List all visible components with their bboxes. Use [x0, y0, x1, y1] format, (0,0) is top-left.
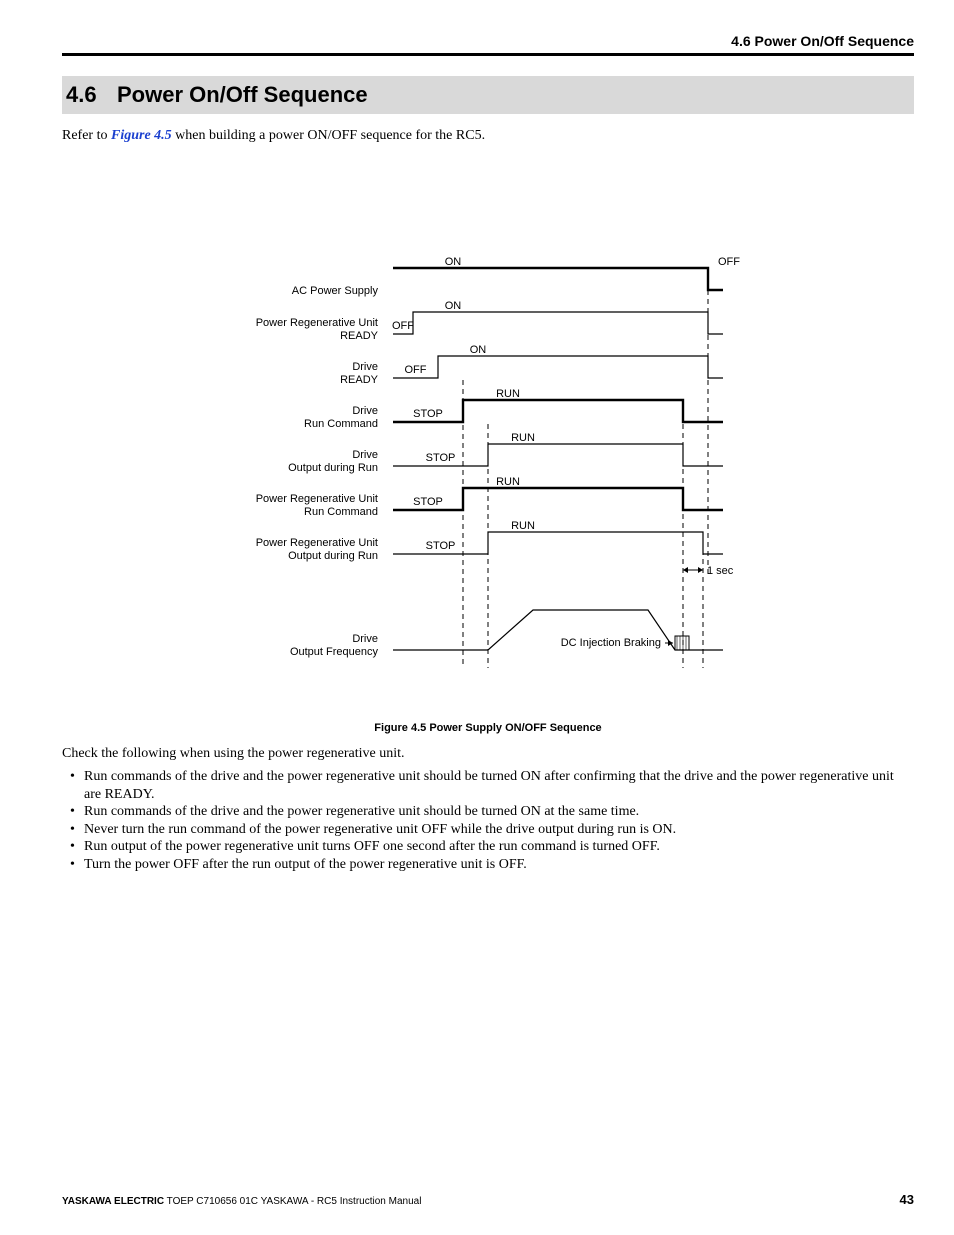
svg-text:READY: READY [340, 374, 379, 386]
svg-text:Drive: Drive [352, 361, 378, 373]
figure-caption: Figure 4.5 Power Supply ON/OFF Sequence [62, 722, 914, 734]
check-intro: Check the following when using the power… [62, 746, 914, 762]
check-list-item: Never turn the run command of the power … [74, 821, 914, 839]
svg-text:Run Command: Run Command [304, 418, 378, 430]
footer-docid: TOEP C710656 01C YASKAWA - RC5 Instructi… [164, 1196, 421, 1207]
check-list-item: Run commands of the drive and the power … [74, 803, 914, 821]
svg-text:STOP: STOP [426, 452, 456, 464]
svg-text:RUN: RUN [496, 476, 520, 488]
page-footer: YASKAWA ELECTRIC TOEP C710656 01C YASKAW… [62, 1192, 914, 1207]
svg-text:Drive: Drive [352, 405, 378, 417]
figure-reference-link[interactable]: Figure 4.5 [111, 128, 172, 143]
svg-text:Output during Run: Output during Run [288, 550, 378, 562]
svg-text:RUN: RUN [511, 520, 535, 532]
svg-text:Power Regenerative Unit: Power Regenerative Unit [256, 537, 378, 549]
check-list-item: Run commands of the drive and the power … [74, 768, 914, 803]
check-list: Run commands of the drive and the power … [62, 768, 914, 873]
svg-text:OFF: OFF [392, 320, 414, 332]
svg-text:DC Injection Braking: DC Injection Braking [561, 637, 661, 649]
svg-text:STOP: STOP [426, 540, 456, 552]
check-list-item: Run output of the power regenerative uni… [74, 838, 914, 856]
svg-text:Run Command: Run Command [304, 506, 378, 518]
svg-text:RUN: RUN [496, 388, 520, 400]
svg-text:RUN: RUN [511, 432, 535, 444]
timing-diagram: ON OFF AC Power Supply ON OFF Power Regenerat… [62, 254, 914, 704]
footer-doc: YASKAWA ELECTRIC TOEP C710656 01C YASKAW… [62, 1196, 421, 1207]
svg-text:ON: ON [445, 256, 462, 268]
svg-text:Output Frequency: Output Frequency [290, 646, 379, 658]
svg-text:1 sec: 1 sec [707, 565, 734, 577]
svg-text:Power Regenerative Unit: Power Regenerative Unit [256, 493, 378, 505]
intro-paragraph: Refer to Figure 4.5 when building a powe… [62, 128, 914, 144]
svg-text:AC Power Supply: AC Power Supply [292, 285, 379, 297]
svg-text:ON: ON [445, 300, 462, 312]
svg-text:STOP: STOP [413, 408, 443, 420]
svg-text:Drive: Drive [352, 449, 378, 461]
check-list-item: Turn the power OFF after the run output … [74, 856, 914, 874]
svg-text:Drive: Drive [352, 633, 378, 645]
svg-text:OFF: OFF [405, 364, 427, 376]
svg-text:STOP: STOP [413, 496, 443, 508]
section-heading: 4.6Power On/Off Sequence [62, 76, 914, 114]
section-title-text: Power On/Off Sequence [117, 82, 368, 107]
footer-brand: YASKAWA ELECTRIC [62, 1196, 164, 1207]
svg-text:Output during Run: Output during Run [288, 462, 378, 474]
svg-text:ON: ON [470, 344, 487, 356]
svg-text:READY: READY [340, 330, 379, 342]
intro-pre: Refer to [62, 128, 111, 143]
running-head: 4.6 Power On/Off Sequence [62, 33, 914, 56]
svg-text:Power Regenerative Unit: Power Regenerative Unit [256, 317, 378, 329]
svg-text:OFF: OFF [718, 256, 740, 268]
section-number: 4.6 [62, 82, 117, 108]
page-number: 43 [900, 1192, 914, 1207]
intro-post: when building a power ON/OFF sequence fo… [172, 128, 485, 143]
